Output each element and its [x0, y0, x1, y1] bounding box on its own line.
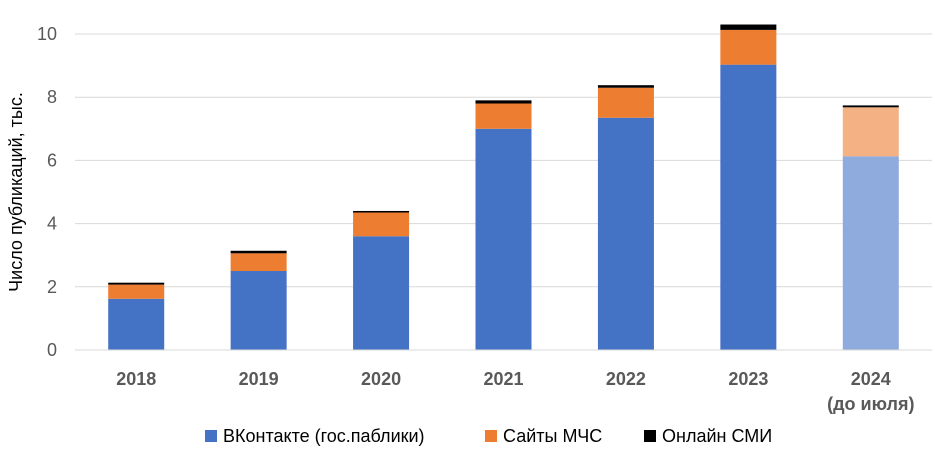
x-category-label: 2019 [239, 369, 279, 389]
legend-swatch [205, 430, 217, 442]
y-tick-label: 10 [37, 24, 57, 44]
x-category-label: 2020 [361, 369, 401, 389]
bar-segment [353, 212, 410, 237]
x-axis-categories: 2018 2019 2020 2021 2022 2023 2024 (до июля) [116, 369, 914, 414]
bar-segment [108, 284, 165, 299]
x-category-label: (до июля) [827, 394, 914, 414]
bar-segment [842, 105, 899, 108]
bar-segment [597, 85, 654, 88]
bar-segment [230, 250, 287, 254]
bars [108, 24, 899, 351]
bar-segment [475, 128, 532, 350]
bar-segment [230, 253, 287, 271]
bar-segment [720, 24, 777, 30]
bar-segment [353, 210, 410, 213]
bar-segment [475, 100, 532, 104]
bar-segment [230, 271, 287, 350]
legend: ВКонтакте (гос.паблики) Сайты МЧС Онлайн С… [205, 426, 772, 446]
legend-label: Онлайн СМИ [662, 426, 772, 446]
legend-swatch [644, 430, 656, 442]
bar-segment [475, 103, 532, 129]
legend-swatch [485, 430, 497, 442]
bar-segment [597, 117, 654, 351]
x-category-label: 2021 [483, 369, 523, 389]
y-tick-label: 8 [47, 87, 57, 107]
x-category-label: 2018 [116, 369, 156, 389]
bar-segment [108, 298, 165, 350]
bar-segment [597, 87, 654, 118]
bar-segment [108, 282, 165, 285]
x-category-label: 2023 [728, 369, 768, 389]
bar-segment [720, 29, 777, 65]
legend-label: Сайты МЧС [503, 426, 602, 446]
y-axis-ticks: 0 2 4 6 8 10 [37, 24, 57, 360]
bar-segment [353, 236, 410, 350]
y-tick-label: 0 [47, 340, 57, 360]
y-tick-label: 2 [47, 277, 57, 297]
y-axis-label: Число публикаций, тыс. [6, 92, 26, 292]
x-category-label: 2024 [851, 369, 891, 389]
x-category-label: 2022 [606, 369, 646, 389]
bar-segment [720, 64, 777, 350]
bar-segment [842, 107, 899, 157]
legend-label: ВКонтакте (гос.паблики) [223, 426, 425, 446]
bar-segment [842, 156, 899, 350]
y-tick-label: 6 [47, 150, 57, 170]
y-tick-label: 4 [47, 214, 57, 234]
